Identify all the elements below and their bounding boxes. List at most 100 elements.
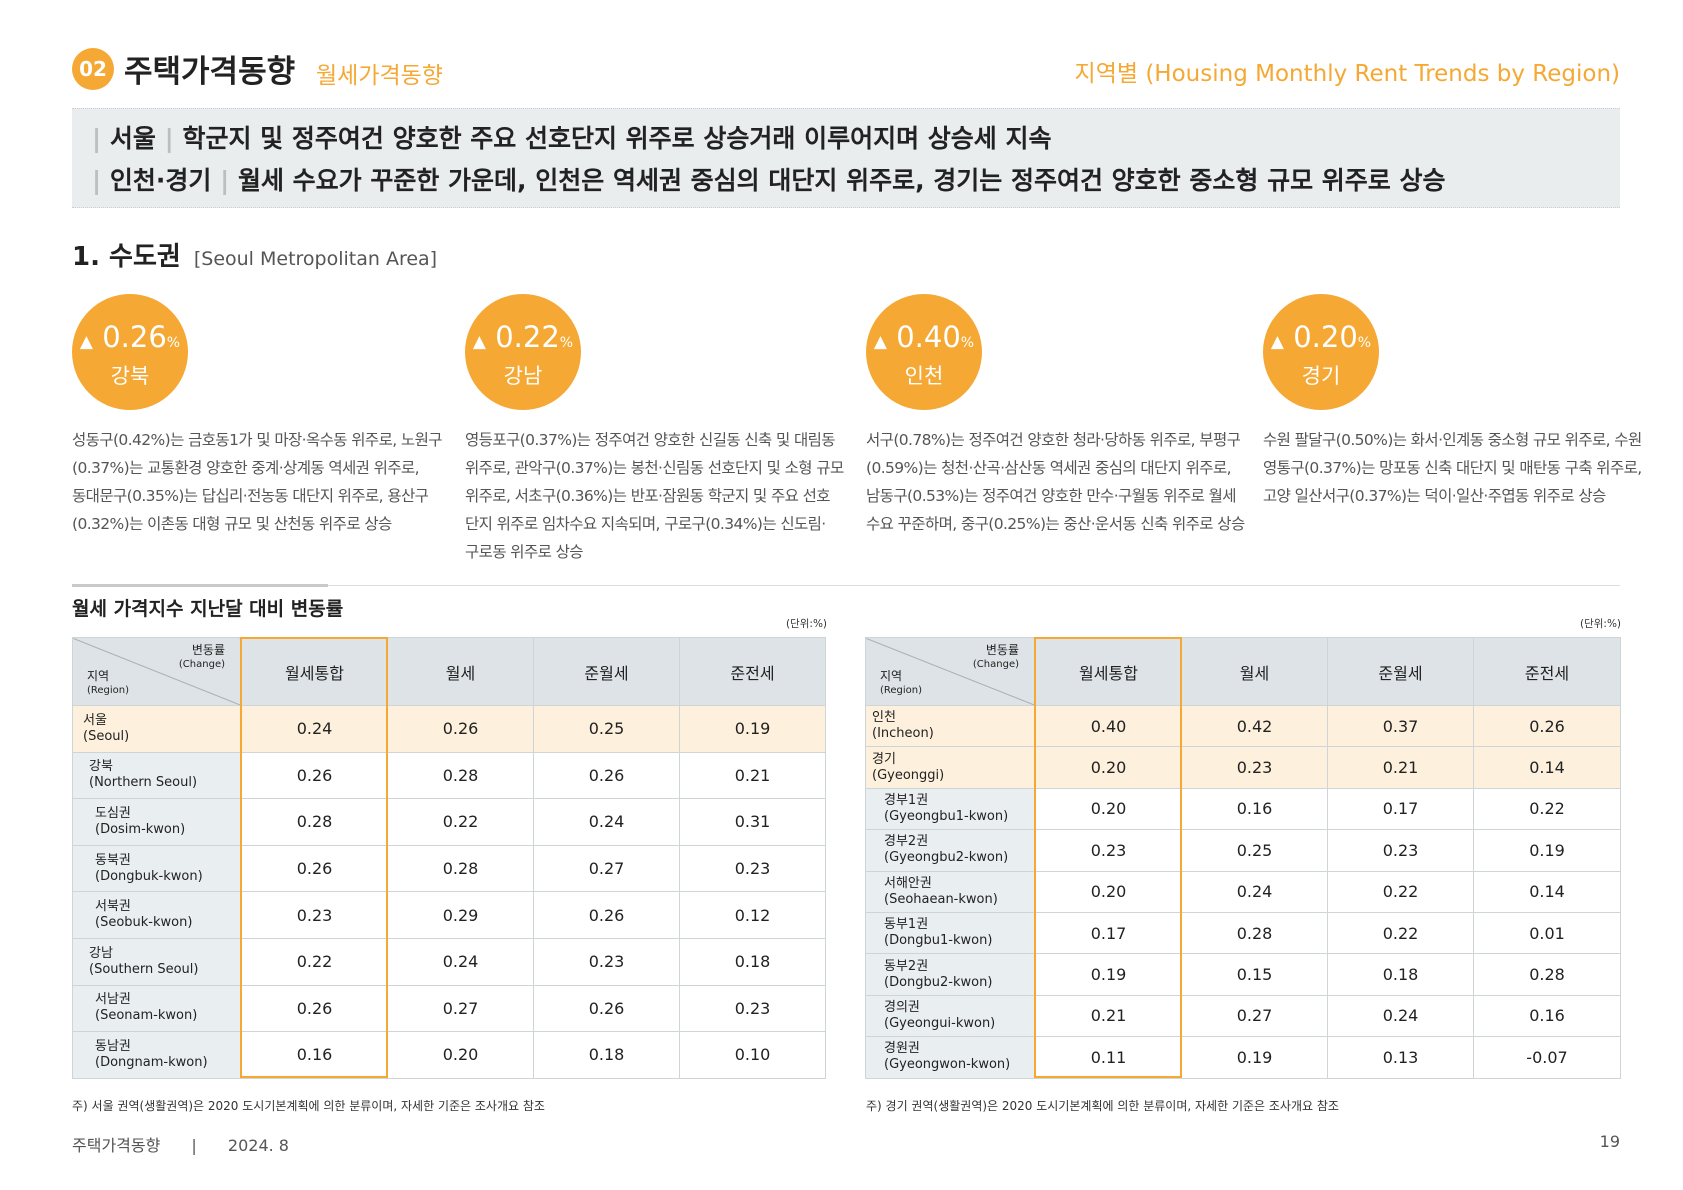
value-cell: 0.23: [679, 844, 826, 893]
table-row: 동남권 (Dongnam-kwon) 0.16 0.20 0.18 0.10: [72, 1031, 826, 1079]
column-header: 월세통합: [241, 637, 388, 706]
value-cell: 0.19: [679, 705, 826, 753]
diag-top-en: (Change): [972, 659, 1019, 670]
region-cell: 강남 (Southern Seoul): [72, 937, 242, 986]
table-row: 서북권 (Seobuk-kwon) 0.23 0.29 0.26 0.12: [72, 891, 826, 939]
section-number-badge: 02: [72, 48, 114, 90]
right-table-unit: (단위:%): [1580, 618, 1622, 630]
region-cell: 서해안권 (Seohaean-kwon): [865, 870, 1036, 913]
value-cell: 0.20: [387, 1031, 534, 1079]
summary-region: 서울: [109, 124, 156, 153]
summary-text: 월세 수요가 꾸준한 가운데, 인천은 역세권 중심의 대단지 위주로, 경기는…: [237, 166, 1446, 195]
value-cell: 0.25: [533, 705, 680, 753]
value-cell: 0.11: [1035, 1036, 1182, 1079]
section-title: 주택가격동향: [124, 54, 296, 90]
region-name-en: (Seoul): [83, 728, 130, 744]
highlight-unit: %: [559, 335, 574, 351]
column-header: 준월세: [1327, 637, 1474, 706]
value-cell: 0.23: [1181, 746, 1328, 789]
region-cell: 동남권 (Dongnam-kwon): [72, 1031, 242, 1079]
value-cell: 0.01: [1473, 911, 1621, 955]
summary-bar: |: [220, 166, 230, 195]
footer-date: 2024. 8: [227, 1136, 289, 1155]
value-cell: 0.14: [1473, 746, 1621, 789]
summary-text: 학군지 및 정주여건 양호한 주요 선호단지 위주로 상승거래 이루어지며 상승…: [182, 124, 1052, 153]
region-name-ko: 서울: [83, 712, 107, 728]
region-name-en: (Gyeonggi): [872, 767, 945, 783]
region-name-en: (Gyeongbu1-kwon): [884, 808, 1009, 824]
highlight-circle-gangbuk: ▲ 0.26% 강북: [72, 294, 188, 410]
region-name-en: (Gyeongui-kwon): [884, 1015, 996, 1031]
desc-line: 수요 꾸준하며, 중구(0.25%)는 중산·운서동 신축 위주로 상승: [866, 515, 1245, 533]
region-name-ko: 경부1권: [884, 792, 929, 808]
value-cell: 0.23: [1327, 829, 1474, 872]
value-cell: 0.20: [1035, 787, 1182, 831]
value-cell: 0.26: [533, 891, 680, 939]
column-header: 준전세: [1473, 637, 1621, 706]
value-cell: 0.22: [1327, 870, 1474, 913]
desc-line: (0.59%)는 청천·산곡·삼산동 역세권 중심의 대단지 위주로,: [866, 459, 1232, 477]
highlight-desc-gangnam: 영등포구(0.37%)는 정주여건 양호한 신길동 신축 및 대림동 위주로, …: [465, 426, 844, 566]
column-header: 월세통합: [1035, 637, 1182, 706]
region-name-ko: 동부2권: [884, 958, 929, 974]
table-row: 동부2권 (Dongbu2-kwon) 0.19 0.15 0.18 0.28: [865, 953, 1621, 996]
value-cell: 0.16: [1181, 787, 1328, 831]
table-row: 도심권 (Dosim-kwon) 0.28 0.22 0.24 0.31: [72, 798, 826, 846]
region-name-ko: 경원권: [884, 1041, 920, 1057]
diag-top-en: (Change): [178, 659, 225, 670]
column-header: 월세: [1181, 637, 1328, 706]
highlight-name: 경기: [1301, 364, 1341, 388]
value-cell: 0.23: [533, 937, 680, 986]
region-name-ko: 경기: [872, 751, 896, 767]
region-name-ko: 서북권: [95, 899, 131, 915]
column-header: 준월세: [533, 637, 680, 706]
left-rent-change-table: 변동률 (Change) 지역 (Region) 월세통합 월세 준월세 준전세 서…: [72, 637, 826, 1079]
region-name-ko: 도심권: [95, 805, 131, 821]
right-table-note: 주) 경기 권역(생활권역)은 2020 도시기본계획에 의한 분류이며, 자세…: [866, 1099, 1339, 1113]
area-title-en: [Seoul Metropolitan Area]: [193, 248, 438, 270]
value-cell: 0.28: [387, 844, 534, 893]
value-cell: 0.23: [241, 891, 388, 939]
region-cell: 도심권 (Dosim-kwon): [72, 798, 242, 846]
column-header: 월세: [387, 637, 534, 706]
section-divider-accent: [72, 584, 328, 587]
table-row: 경부2권 (Gyeongbu2-kwon) 0.23 0.25 0.23 0.19: [865, 829, 1621, 872]
value-cell: 0.18: [533, 1031, 680, 1079]
region-name-en: (Seohaean-kwon): [884, 891, 998, 907]
value-cell: 0.22: [1327, 911, 1474, 955]
value-cell: 0.16: [1473, 994, 1621, 1038]
desc-line: 단지 위주로 임차수요 지속되며, 구로구(0.34%)는 신도림·: [465, 515, 826, 533]
region-cell: 경원권 (Gyeongwon-kwon): [865, 1036, 1036, 1079]
value-cell: 0.15: [1181, 953, 1328, 996]
value-cell: 0.24: [387, 937, 534, 986]
area-title: 1. 수도권 [Seoul Metropolitan Area]: [72, 236, 437, 273]
table-row: 경기 (Gyeonggi) 0.20 0.23 0.21 0.14: [865, 746, 1621, 789]
summary-line-incheon-gyeonggi: | 인천·경기 | 월세 수요가 꾸준한 가운데, 인천은 역세권 중심의 대단…: [92, 160, 1620, 202]
value-cell: 0.17: [1327, 787, 1474, 831]
region-cell: 강북 (Northern Seoul): [72, 751, 242, 800]
value-cell: 0.37: [1327, 704, 1474, 748]
region-name-ko: 동부1권: [884, 917, 929, 933]
summary-bar: |: [164, 124, 174, 153]
value-cell: 0.26: [241, 984, 388, 1033]
region-cell: 동부1권 (Dongbu1-kwon): [865, 911, 1036, 955]
table-diagonal-header: 변동률 (Change) 지역 (Region): [865, 637, 1036, 706]
area-title-ko: 1. 수도권: [72, 242, 181, 272]
left-table-unit: (단위:%): [786, 618, 828, 630]
table-row: 경부1권 (Gyeongbu1-kwon) 0.20 0.16 0.17 0.22: [865, 787, 1621, 831]
value-cell: 0.31: [679, 798, 826, 846]
section-subtitle: 월세가격동향: [316, 63, 443, 89]
value-cell: 0.27: [387, 984, 534, 1033]
region-name-ko: 동북권: [95, 852, 131, 868]
desc-line: 위주로, 서초구(0.36%)는 반포·잠원동 학군지 및 주요 선호: [465, 487, 831, 505]
region-name-en: (Seonam-kwon): [95, 1008, 198, 1024]
desc-line: 고양 일산서구(0.37%)는 덕이·일산·주엽동 위주로 상승: [1263, 487, 1606, 505]
desc-line: (0.32%)는 이촌동 대형 규모 및 산천동 위주로 상승: [72, 515, 392, 533]
table-row: 서울 (Seoul) 0.24 0.26 0.25 0.19: [72, 705, 826, 753]
value-cell: 0.10: [679, 1031, 826, 1079]
value-cell: 0.17: [1035, 911, 1182, 955]
table-row: 동북권 (Dongbuk-kwon) 0.26 0.28 0.27 0.23: [72, 844, 826, 893]
region-cell: 서북권 (Seobuk-kwon): [72, 891, 242, 939]
up-arrow-icon: ▲: [873, 332, 887, 352]
region-name-en: (Incheon): [872, 726, 934, 742]
